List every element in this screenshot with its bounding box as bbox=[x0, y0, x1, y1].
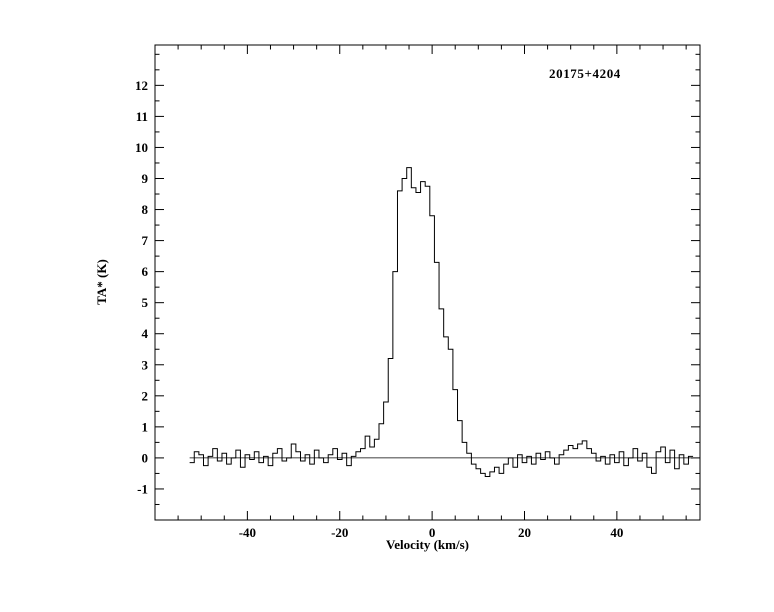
y-tick-label: 3 bbox=[142, 357, 149, 372]
y-tick-label: 8 bbox=[142, 202, 149, 217]
y-tick-label: 1 bbox=[142, 419, 149, 434]
source-title: 20175+4204 bbox=[549, 66, 621, 81]
plot-frame bbox=[154, 44, 701, 521]
x-axis-ticks bbox=[154, 45, 687, 520]
x-axis-label: Velocity (km/s) bbox=[386, 537, 469, 552]
x-tick-label: 40 bbox=[610, 525, 623, 540]
y-tick-label: 2 bbox=[142, 388, 149, 403]
y-tick-label: 5 bbox=[142, 295, 149, 310]
y-tick-label: 11 bbox=[136, 109, 148, 124]
x-tick-label: -20 bbox=[331, 525, 348, 540]
y-tick-label: -1 bbox=[137, 481, 148, 496]
y-tick-label: 4 bbox=[142, 326, 149, 341]
y-axis-ticks bbox=[155, 53, 700, 505]
y-tick-label: 7 bbox=[142, 233, 149, 248]
y-tick-label: 6 bbox=[142, 264, 149, 279]
y-tick-label: 12 bbox=[135, 78, 148, 93]
y-axis-label: TA* (K) bbox=[94, 259, 109, 305]
x-tick-label: 20 bbox=[518, 525, 531, 540]
y-tick-label: 9 bbox=[142, 171, 149, 186]
y-tick-label: 0 bbox=[142, 450, 149, 465]
x-tick-labels: -40 -20 0 20 40 bbox=[239, 525, 624, 540]
y-tick-label: 10 bbox=[135, 140, 148, 155]
spectrum-step-line bbox=[189, 167, 694, 478]
x-tick-label: 0 bbox=[429, 525, 436, 540]
x-tick-label: -40 bbox=[239, 525, 256, 540]
